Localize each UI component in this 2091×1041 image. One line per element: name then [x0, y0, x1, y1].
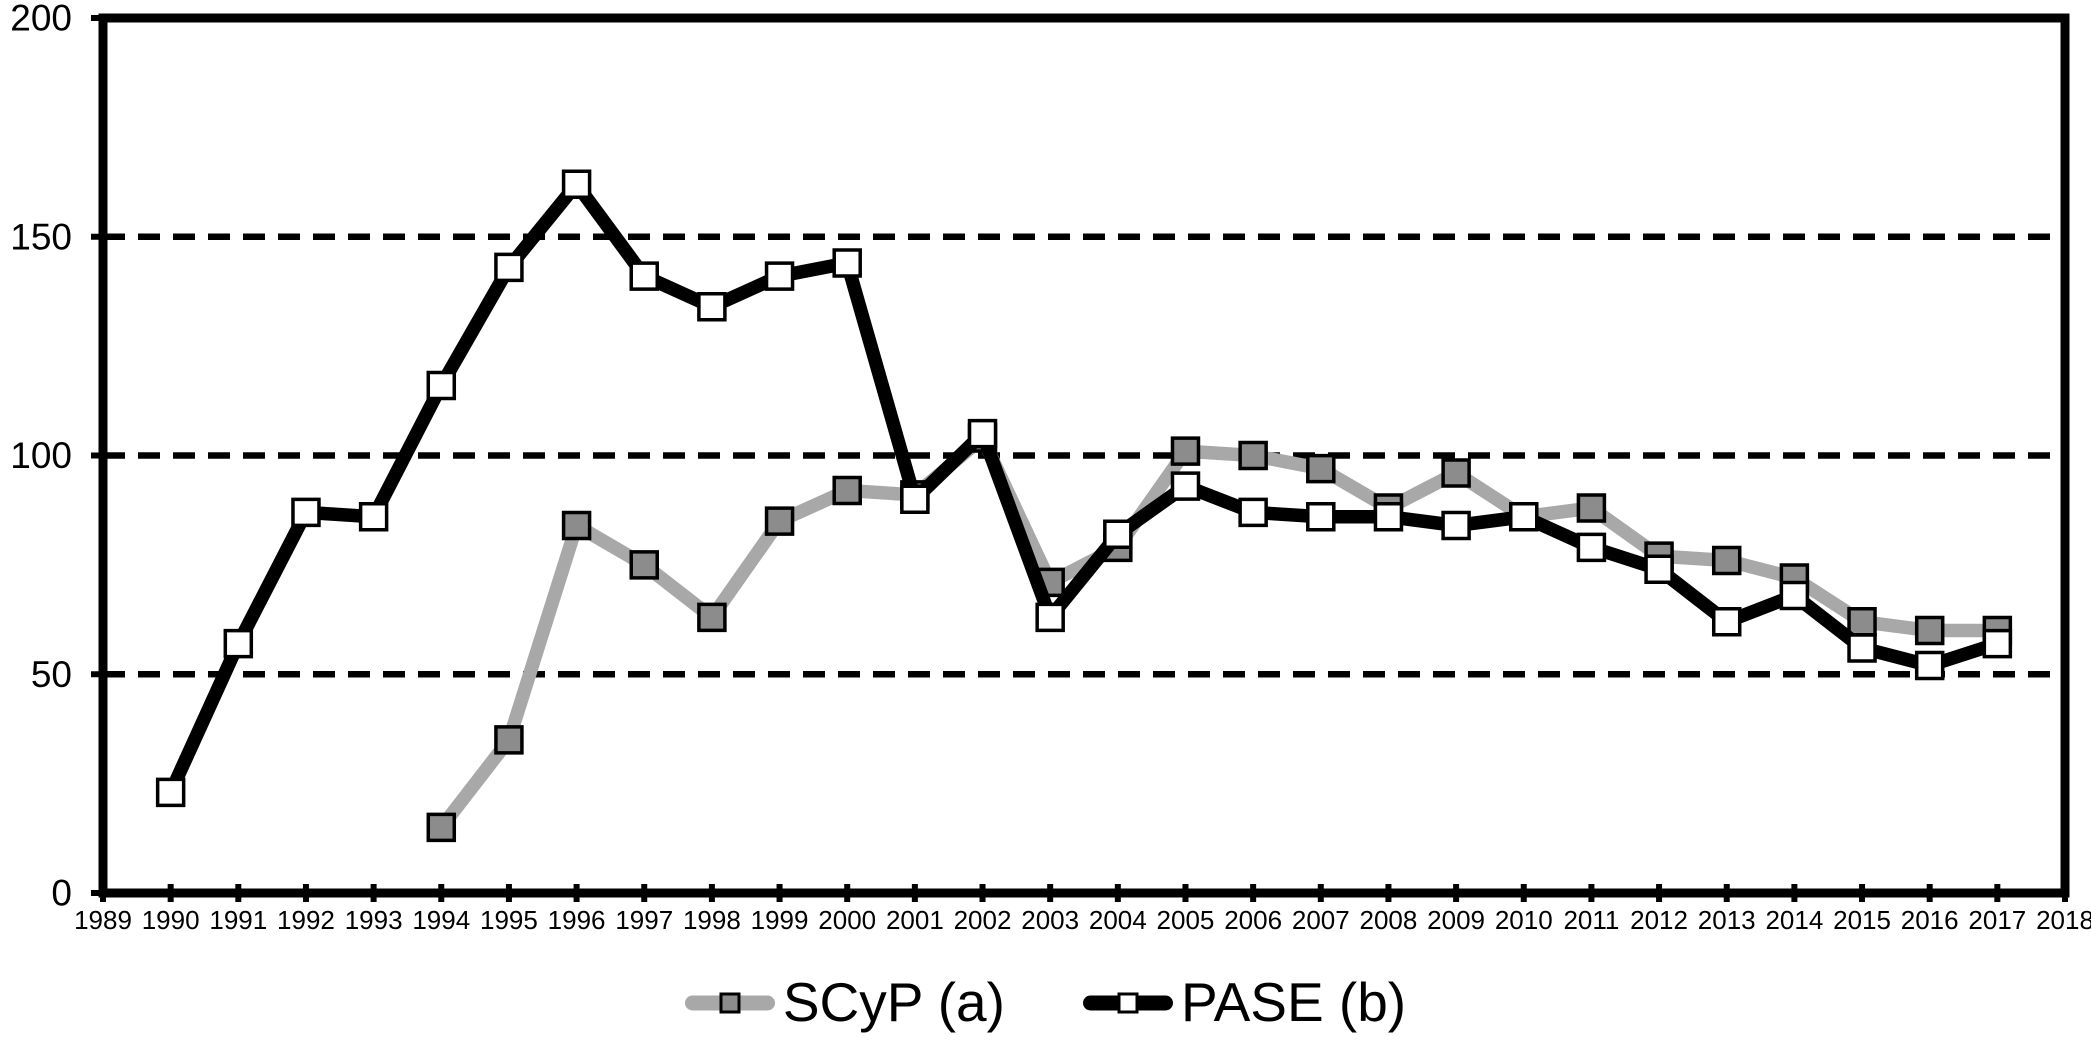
y-tick-label: 0	[51, 873, 72, 914]
data-point-marker-0	[629, 550, 659, 580]
data-point-marker-1	[1238, 497, 1268, 528]
data-point-marker-0	[832, 475, 862, 506]
data-point-marker-1	[1373, 502, 1404, 532]
data-point-marker-1	[1576, 532, 1607, 563]
x-tick-label: 2006	[1224, 905, 1282, 935]
x-tick-label: 1995	[480, 905, 538, 935]
data-point-marker-0	[1238, 440, 1268, 471]
legend-square-marker-pase	[1117, 992, 1139, 1013]
x-tick-label: 1999	[751, 905, 809, 935]
data-point-marker-1	[291, 497, 321, 528]
data-point-marker-0	[697, 602, 727, 633]
x-tick-label: 2002	[954, 905, 1012, 935]
data-point-marker-1	[155, 777, 186, 808]
data-point-marker-0	[1847, 607, 1877, 637]
data-point-marker-1	[1644, 554, 1674, 584]
y-tick-label: 150	[10, 216, 72, 257]
x-tick-label: 2007	[1292, 905, 1350, 935]
x-tick-label: 2012	[1630, 905, 1688, 935]
data-point-marker-0	[426, 812, 457, 843]
x-tick-label: 1992	[277, 905, 335, 935]
data-point-marker-0	[1914, 615, 1945, 646]
legend-label-scyp: SCyP (a)	[782, 971, 1005, 1033]
data-point-marker-1	[1441, 510, 1471, 541]
x-tick-label: 1991	[209, 905, 267, 935]
y-tick-label: 200	[10, 0, 72, 39]
x-tick-label: 2017	[1968, 905, 2026, 935]
data-point-marker-1	[1779, 580, 1810, 611]
data-point-marker-1	[697, 292, 727, 322]
x-tick-label: 1994	[412, 905, 470, 935]
x-tick-label: 2014	[1765, 905, 1823, 935]
x-tick-label: 1996	[548, 905, 606, 935]
data-point-marker-0	[1306, 453, 1336, 484]
legend-item-pase: PASE (b)	[1082, 971, 1407, 1033]
data-point-marker-0	[1441, 458, 1471, 488]
legend-item-scyp: SCyP (a)	[684, 971, 1005, 1033]
data-point-marker-0	[764, 506, 795, 536]
x-tick-label: 2010	[1495, 905, 1553, 935]
data-point-marker-0	[1170, 436, 1201, 466]
data-point-marker-1	[832, 248, 862, 278]
legend-swatch-scyp	[684, 986, 775, 1020]
data-point-marker-1	[358, 502, 389, 532]
x-tick-label: 2009	[1427, 905, 1485, 935]
x-tick-label: 1998	[683, 905, 741, 935]
x-tick-label: 2005	[1157, 905, 1215, 935]
x-tick-label: 2003	[1021, 905, 1079, 935]
y-tick-label: 100	[10, 435, 72, 476]
data-point-marker-1	[1509, 502, 1539, 532]
data-point-marker-1	[1847, 633, 1877, 663]
legend-square-marker-scyp	[719, 992, 741, 1013]
data-point-marker-1	[223, 628, 254, 659]
data-point-marker-1	[494, 252, 524, 283]
x-tick-label: 1990	[142, 905, 200, 935]
legend-label-pase: PASE (b)	[1180, 971, 1407, 1033]
data-point-marker-1	[561, 169, 592, 199]
data-point-marker-1	[1914, 650, 1945, 681]
x-tick-label: 1997	[615, 905, 673, 935]
data-point-marker-1	[1982, 628, 2013, 659]
x-tick-label: 2015	[1833, 905, 1891, 935]
data-point-marker-1	[900, 484, 930, 514]
x-tick-label: 2018	[2036, 905, 2091, 935]
data-point-marker-1	[1170, 471, 1201, 501]
data-point-marker-1	[426, 370, 457, 401]
series-line-1	[163, 177, 2005, 800]
data-point-marker-1	[1035, 602, 1065, 633]
chart-legend: SCyP (a) PASE (b)	[0, 975, 2091, 1030]
x-tick-label: 2011	[1563, 905, 1619, 935]
data-point-marker-1	[629, 261, 659, 291]
data-point-marker-0	[494, 725, 524, 755]
legend-swatch-pase	[1082, 986, 1173, 1020]
x-tick-label: 1993	[345, 905, 403, 935]
x-tick-label: 2008	[1360, 905, 1418, 935]
x-tick-label: 2013	[1698, 905, 1756, 935]
data-point-marker-1	[1103, 519, 1133, 549]
x-tick-label: 1989	[74, 905, 132, 935]
data-point-marker-1	[967, 418, 998, 449]
data-point-marker-1	[1711, 607, 1742, 637]
data-point-marker-0	[1576, 493, 1607, 523]
data-point-marker-0	[561, 510, 592, 541]
data-point-marker-1	[764, 261, 795, 291]
x-tick-label: 2001	[886, 905, 944, 935]
data-point-marker-0	[1711, 545, 1742, 576]
x-tick-label: 2000	[818, 905, 876, 935]
data-point-marker-1	[1306, 502, 1336, 532]
x-tick-label: 2004	[1089, 905, 1147, 935]
y-tick-label: 50	[31, 654, 72, 695]
x-tick-label: 2016	[1901, 905, 1959, 935]
